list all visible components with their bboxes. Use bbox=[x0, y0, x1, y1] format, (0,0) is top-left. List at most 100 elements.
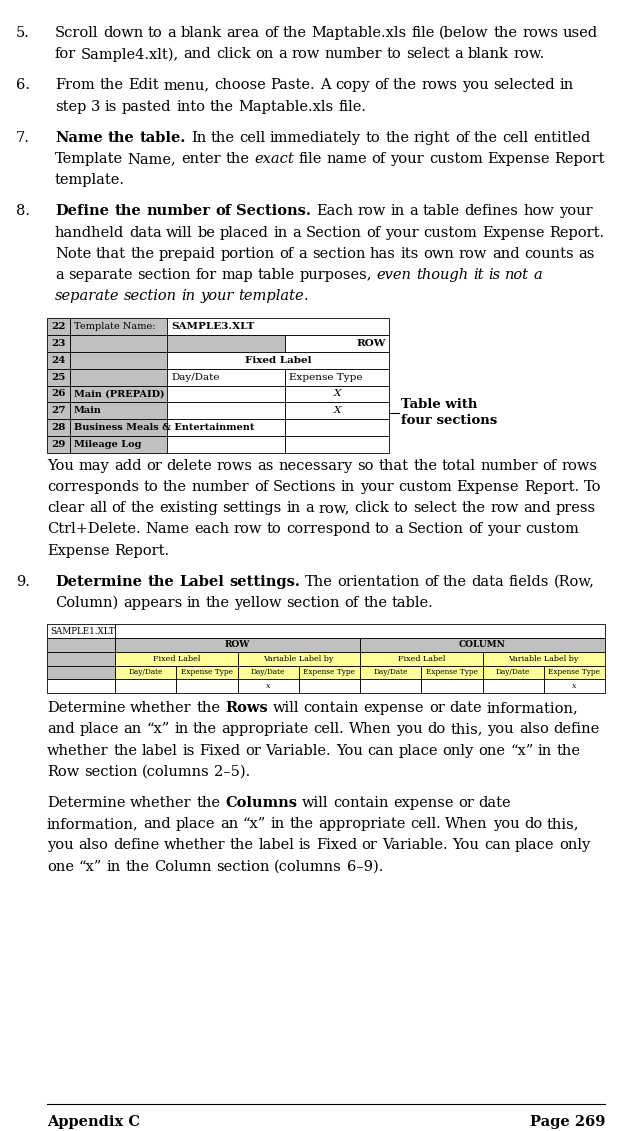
Text: name: name bbox=[326, 152, 367, 166]
Text: rows: rows bbox=[422, 78, 458, 93]
Text: 6–9).: 6–9). bbox=[347, 860, 383, 873]
Text: or: or bbox=[429, 701, 445, 715]
Text: exact: exact bbox=[254, 152, 294, 166]
Text: 27: 27 bbox=[51, 406, 65, 415]
Text: placed: placed bbox=[220, 225, 269, 240]
Text: is: is bbox=[105, 100, 117, 113]
Text: on: on bbox=[255, 48, 274, 61]
Text: the: the bbox=[163, 480, 187, 494]
Text: to: to bbox=[267, 523, 282, 536]
Text: down: down bbox=[103, 26, 143, 40]
Text: or: or bbox=[146, 459, 162, 473]
Bar bbox=[299, 680, 360, 693]
Text: a: a bbox=[305, 501, 314, 516]
Text: of: of bbox=[366, 225, 381, 240]
Bar bbox=[360, 651, 483, 666]
Text: the: the bbox=[393, 78, 417, 93]
Text: prepaid: prepaid bbox=[159, 247, 216, 261]
Text: a: a bbox=[410, 205, 419, 218]
Text: Scroll: Scroll bbox=[55, 26, 99, 40]
Text: label: label bbox=[259, 838, 294, 853]
Text: as: as bbox=[257, 459, 274, 473]
Text: Business Meals & Entertainment: Business Meals & Entertainment bbox=[74, 423, 254, 432]
Text: a: a bbox=[298, 247, 307, 261]
Bar bbox=[115, 680, 176, 693]
Bar bbox=[285, 403, 390, 420]
Bar bbox=[47, 386, 70, 403]
Text: Determine: Determine bbox=[47, 796, 125, 810]
Text: defines: defines bbox=[465, 205, 518, 218]
Text: You: You bbox=[47, 459, 74, 473]
Bar bbox=[70, 435, 168, 452]
Text: cell.: cell. bbox=[314, 723, 344, 736]
Bar bbox=[360, 638, 605, 651]
Text: custom: custom bbox=[429, 152, 483, 166]
Text: file: file bbox=[412, 26, 435, 40]
Text: appropriate: appropriate bbox=[221, 723, 309, 736]
Text: Determine: Determine bbox=[55, 575, 142, 589]
Bar bbox=[483, 651, 605, 666]
Bar bbox=[176, 666, 237, 680]
Text: Maptable.xls: Maptable.xls bbox=[238, 100, 333, 113]
Bar bbox=[115, 638, 360, 651]
Text: section: section bbox=[286, 596, 340, 610]
Text: clear: clear bbox=[47, 501, 84, 516]
Text: X: X bbox=[334, 389, 341, 398]
Text: cell: cell bbox=[239, 131, 266, 145]
Text: an: an bbox=[220, 818, 238, 831]
Text: the: the bbox=[205, 596, 230, 610]
Text: Section: Section bbox=[306, 225, 362, 240]
Bar bbox=[47, 638, 115, 651]
Text: Expense: Expense bbox=[487, 152, 550, 166]
Text: of: of bbox=[215, 205, 231, 218]
Text: to: to bbox=[365, 131, 381, 145]
Text: 2–5).: 2–5). bbox=[214, 765, 251, 779]
Text: used: used bbox=[563, 26, 598, 40]
Text: in: in bbox=[341, 480, 355, 494]
Text: immediately: immediately bbox=[270, 131, 361, 145]
Bar bbox=[168, 335, 285, 352]
Text: that: that bbox=[96, 247, 126, 261]
Text: cell.: cell. bbox=[410, 818, 441, 831]
Bar bbox=[421, 666, 483, 680]
Text: Day/Date: Day/Date bbox=[373, 668, 408, 676]
Text: You: You bbox=[336, 743, 363, 758]
Text: in: in bbox=[174, 723, 188, 736]
Bar bbox=[47, 369, 70, 386]
Text: add: add bbox=[114, 459, 141, 473]
Text: your: your bbox=[390, 152, 424, 166]
Bar bbox=[47, 319, 70, 335]
Text: You: You bbox=[452, 838, 479, 853]
Text: Report.: Report. bbox=[524, 480, 579, 494]
Text: Expense Type: Expense Type bbox=[426, 668, 478, 676]
Text: your: your bbox=[200, 290, 234, 303]
Text: the: the bbox=[211, 131, 235, 145]
Text: section: section bbox=[138, 268, 191, 282]
Bar bbox=[237, 651, 360, 666]
Text: into: into bbox=[176, 100, 205, 113]
Text: not: not bbox=[505, 268, 529, 282]
Text: click: click bbox=[355, 501, 389, 516]
Bar bbox=[70, 403, 168, 420]
Text: SAMPLE1.XLT: SAMPLE1.XLT bbox=[50, 627, 115, 636]
Text: Sample4.xlt),: Sample4.xlt), bbox=[81, 48, 179, 61]
Text: you: you bbox=[493, 818, 519, 831]
Text: menu,: menu, bbox=[163, 78, 209, 93]
Text: a: a bbox=[454, 48, 463, 61]
Text: in: in bbox=[560, 78, 574, 93]
Text: to: to bbox=[148, 26, 163, 40]
Text: Report.: Report. bbox=[549, 225, 604, 240]
Text: Expense: Expense bbox=[47, 544, 109, 558]
Text: Ctrl+Delete.: Ctrl+Delete. bbox=[47, 523, 141, 536]
Bar bbox=[47, 335, 70, 352]
Text: 24: 24 bbox=[51, 356, 65, 365]
Text: you: you bbox=[396, 723, 423, 736]
Text: x: x bbox=[266, 682, 270, 690]
Bar bbox=[285, 335, 390, 352]
Text: do: do bbox=[524, 818, 542, 831]
Text: you: you bbox=[47, 838, 74, 853]
Text: Template: Template bbox=[55, 152, 123, 166]
Text: appears: appears bbox=[123, 596, 182, 610]
Text: Template Name:: Template Name: bbox=[74, 322, 155, 331]
Text: in: in bbox=[106, 860, 121, 873]
